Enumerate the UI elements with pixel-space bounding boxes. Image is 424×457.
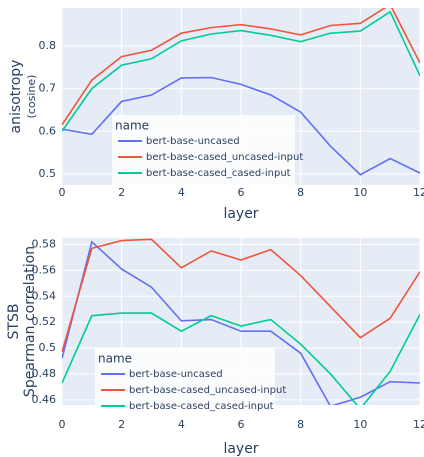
y-tick-label: 0.54 bbox=[32, 289, 57, 302]
y-axis-subtitle: Spearman correlation bbox=[22, 246, 38, 397]
x-tick-label: 6 bbox=[238, 186, 245, 199]
series-line bbox=[62, 240, 420, 405]
y-tick-label: 0.48 bbox=[32, 367, 57, 380]
legend-title: name bbox=[98, 352, 132, 366]
x-tick-label: 8 bbox=[297, 186, 304, 199]
legend-label: bert-base-uncased bbox=[129, 369, 223, 380]
y-tick-label: 0.58 bbox=[32, 237, 57, 250]
x-tick-label: 12 bbox=[413, 186, 424, 199]
y-tick-label: 0.5 bbox=[39, 341, 57, 354]
series-line bbox=[62, 10, 420, 132]
x-tick-label: 6 bbox=[238, 418, 245, 431]
subplot: 0.46 0.48 0.5 0.52 0.54 0.56 0.58 0 2 4 6 8 10 12 laye… bbox=[6, 237, 424, 457]
legend-label: bert-base-uncased bbox=[146, 136, 240, 147]
y-tick-label: 0.46 bbox=[32, 393, 57, 406]
legend-label: bert-base-cased_cased-input bbox=[146, 168, 291, 179]
subplot: 0.5 0.6 0.7 0.8 0 2 4 6 8 10 12 layer anisotropy (cos… bbox=[8, 8, 424, 222]
y-tick-label: 0.56 bbox=[32, 263, 57, 276]
x-tick-label: 0 bbox=[59, 186, 66, 199]
x-tick-label: 4 bbox=[178, 418, 185, 431]
series-line bbox=[62, 238, 420, 353]
y-tick-label: 0.8 bbox=[39, 39, 57, 52]
legend-box bbox=[112, 115, 295, 185]
x-tick-label: 2 bbox=[118, 418, 125, 431]
y-tick-label: 0.7 bbox=[39, 82, 57, 95]
x-axis-title: layer bbox=[223, 206, 258, 222]
x-tick-label: 4 bbox=[178, 186, 185, 199]
legend-label: bert-base-cased_uncased-input bbox=[129, 385, 286, 396]
legend-title: name bbox=[115, 119, 149, 133]
legend-label: bert-base-cased_uncased-input bbox=[146, 152, 303, 163]
x-tick-label: 8 bbox=[297, 418, 304, 431]
series-line bbox=[62, 8, 420, 126]
x-tick-label: 10 bbox=[353, 418, 367, 431]
y-axis-title: STSB bbox=[6, 304, 22, 340]
series-line bbox=[62, 76, 420, 176]
series-line bbox=[62, 312, 420, 405]
legend-label: bert-base-cased_cased-input bbox=[129, 401, 274, 412]
x-axis-title: layer bbox=[223, 441, 258, 457]
y-tick-label: 0.5 bbox=[39, 167, 57, 180]
y-axis-subtitle: (cosine) bbox=[25, 75, 38, 119]
y-tick-label: 0.52 bbox=[32, 315, 57, 328]
x-tick-label: 12 bbox=[413, 418, 424, 431]
x-tick-label: 10 bbox=[353, 186, 367, 199]
y-axis-title: anisotropy bbox=[8, 60, 24, 134]
x-tick-label: 0 bbox=[59, 418, 66, 431]
y-tick-label: 0.6 bbox=[39, 124, 57, 137]
x-tick-label: 2 bbox=[118, 186, 125, 199]
